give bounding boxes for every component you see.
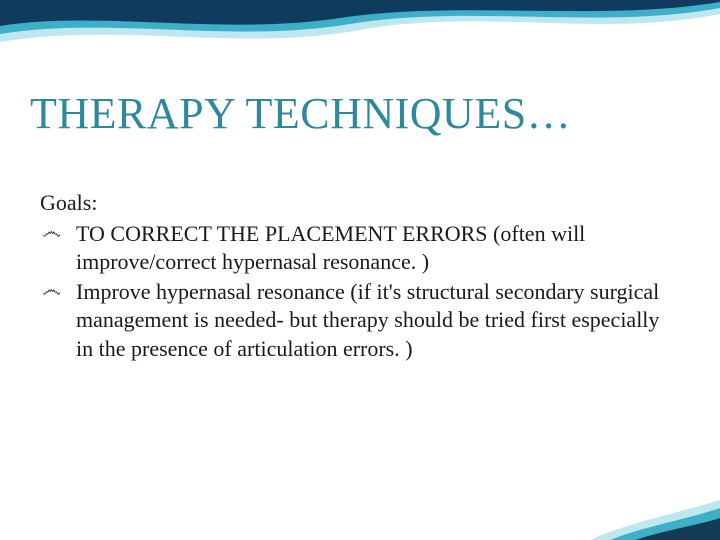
list-item: ෴ TO CORRECT THE PLACEMENT ERRORS (often… (40, 220, 660, 276)
bullet-icon: ෴ (42, 220, 61, 246)
slide-title: THERAPY TECHNIQUES… (30, 88, 571, 139)
top-wave-decoration (0, 0, 720, 90)
list-item-text: Improve hypernasal resonance (if it's st… (76, 279, 659, 360)
goals-label: Goals: (40, 190, 660, 216)
bullet-icon: ෴ (42, 278, 61, 304)
bullet-list: ෴ TO CORRECT THE PLACEMENT ERRORS (often… (40, 220, 660, 363)
list-item-text: TO CORRECT THE PLACEMENT ERRORS (often w… (76, 221, 585, 274)
corner-accent-decoration (590, 470, 720, 540)
list-item: ෴ Improve hypernasal resonance (if it's … (40, 278, 660, 362)
content-block: Goals: ෴ TO CORRECT THE PLACEMENT ERRORS… (40, 190, 660, 365)
